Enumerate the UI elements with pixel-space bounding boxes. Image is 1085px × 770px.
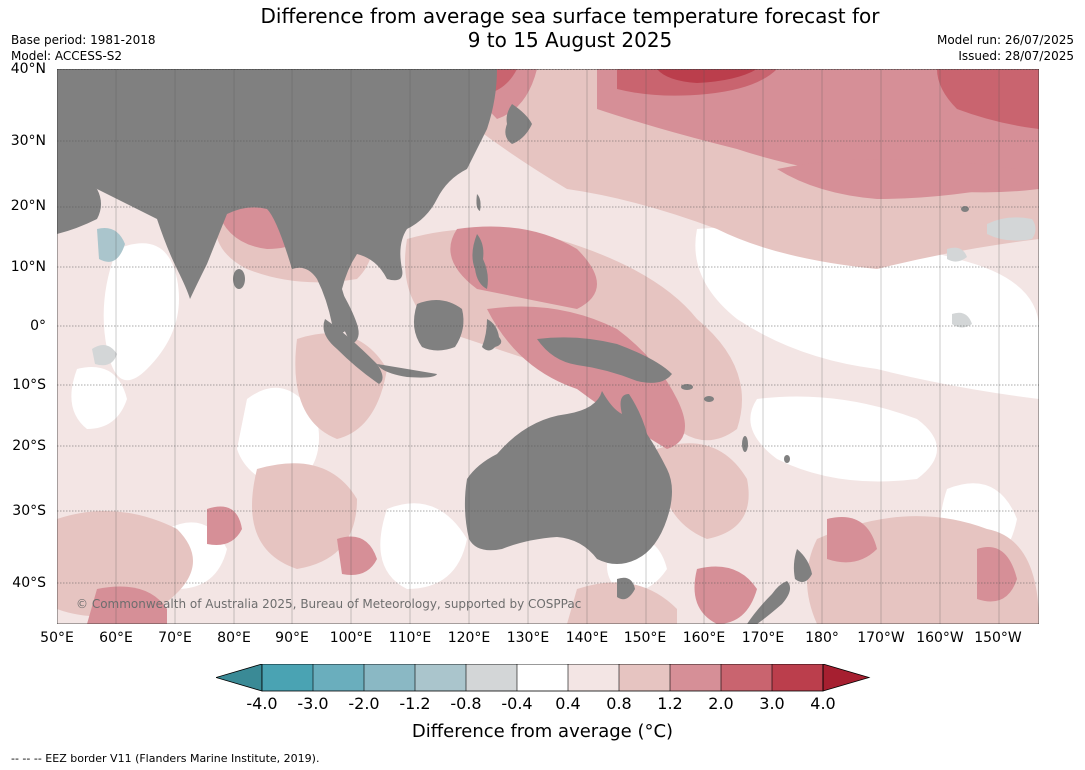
sumatra [323, 319, 383, 384]
issued-text: Issued: 28/07/2025 [958, 49, 1074, 63]
cbar-tick-neg0-8: -0.8 [450, 694, 482, 713]
lat-label-10n: 10°N [10, 259, 46, 275]
colorbar-seg-7 [568, 664, 619, 691]
pacific-island-5 [961, 206, 969, 212]
new-guinea [537, 337, 672, 383]
new-zealand-south [747, 581, 791, 624]
sulawesi [482, 319, 502, 351]
colorbar-seg-1 [262, 664, 313, 691]
pacific-island-1 [681, 384, 693, 390]
colorbar-seg-8 [619, 664, 670, 691]
new-zealand-north [793, 549, 812, 583]
colorbar-seg-9 [670, 664, 721, 691]
copyright-text: © Commonwealth of Australia 2025, Bureau… [76, 597, 582, 611]
borneo [413, 300, 464, 351]
map-svg [56, 68, 1040, 625]
colorbar-seg-3 [364, 664, 415, 691]
colorbar-seg-2 [313, 664, 364, 691]
cbar-tick-neg3: -3.0 [297, 694, 329, 713]
cbar-tick-neg4: -4.0 [246, 694, 278, 713]
lon-label-80e: 80°E [217, 630, 251, 646]
lon-label-100e: 100°E [329, 630, 373, 646]
lon-label-70e: 70°E [158, 630, 192, 646]
colorbar-dividers [312, 664, 773, 691]
colorbar-frame [261, 664, 824, 692]
malay-peninsula [339, 289, 359, 344]
cbar-tick-2: 2.0 [708, 694, 734, 713]
lat-label-0: 0° [30, 318, 46, 334]
meridians [115, 69, 1000, 624]
model-run-text: Model run: 26/07/2025 [936, 33, 1074, 47]
sri-lanka [233, 269, 245, 289]
pacific-island-3 [742, 436, 748, 452]
lon-label-160w: 160°W [916, 630, 964, 646]
colorbar-seg-11 [772, 664, 823, 691]
lat-label-10s: 10°S [12, 377, 46, 393]
lon-label-170w: 170°W [857, 630, 905, 646]
cbar-tick-neg0-4: -0.4 [501, 694, 533, 713]
colorbar-seg-6 [517, 664, 568, 691]
colorbar-left-arrow [216, 664, 263, 692]
lon-label-150w: 150°W [974, 630, 1022, 646]
lon-label-50e: 50°E [40, 630, 74, 646]
lon-label-120e: 120°E [447, 630, 491, 646]
title-line-2: 9 to 15 August 2025 [467, 28, 673, 52]
lon-label-150e: 150°E [623, 630, 667, 646]
lat-label-30s: 30°S [12, 503, 46, 519]
cbar-tick-0-4: 0.4 [555, 694, 581, 713]
cbar-tick-1-2: 1.2 [657, 694, 683, 713]
lon-label-180: 180° [805, 630, 839, 646]
cbar-tick-0-8: 0.8 [606, 694, 632, 713]
cbar-tick-neg2: -2.0 [348, 694, 380, 713]
lat-label-40n: 40°N [10, 61, 46, 77]
sst-anomaly-map [56, 68, 1040, 625]
pacific-island-4 [784, 455, 790, 463]
colorbar-right-arrow [822, 664, 871, 692]
colorbar-seg-4 [415, 664, 466, 691]
lon-label-60e: 60°E [99, 630, 133, 646]
lon-label-140e: 140°E [565, 630, 609, 646]
java [377, 364, 437, 378]
colorbar-seg-5 [466, 664, 517, 691]
meta-right: Model run: 26/07/2025 Issued: 28/07/2025 [937, 32, 1074, 64]
chart-title: Difference from average sea surface temp… [200, 4, 940, 52]
base-period-text: Base period: 1981-2018 [11, 33, 156, 47]
australia [464, 391, 672, 564]
japan [505, 104, 532, 144]
model-text: Model: ACCESS-S2 [11, 49, 123, 63]
eez-footnote: -- -- -- EEZ border V11 (Flanders Marine… [11, 752, 320, 765]
philippines [472, 234, 488, 289]
lat-label-20s: 20°S [12, 438, 46, 454]
meta-left: Base period: 1981-2018 Model: ACCESS-S2 [11, 32, 156, 64]
title-line-1: Difference from average sea surface temp… [260, 4, 880, 28]
colorbar-seg-10 [721, 664, 772, 691]
lon-label-160e: 160°E [682, 630, 726, 646]
colorbar [216, 664, 871, 692]
lon-label-110e: 110°E [388, 630, 432, 646]
cbar-tick-4: 4.0 [810, 694, 836, 713]
lat-label-40s: 40°S [12, 575, 46, 591]
lon-label-130e: 130°E [506, 630, 550, 646]
cbar-tick-3: 3.0 [759, 694, 785, 713]
pacific-island-2 [704, 396, 714, 402]
lon-label-90e: 90°E [275, 630, 309, 646]
lat-label-30n: 30°N [10, 133, 46, 149]
arabia [57, 169, 101, 234]
lat-label-20n: 20°N [10, 198, 46, 214]
cbar-tick-neg1-2: -1.2 [399, 694, 431, 713]
lon-label-170e: 170°E [741, 630, 785, 646]
warm-extreme-regions [657, 69, 757, 83]
colorbar-title: Difference from average (°C) [411, 721, 674, 742]
